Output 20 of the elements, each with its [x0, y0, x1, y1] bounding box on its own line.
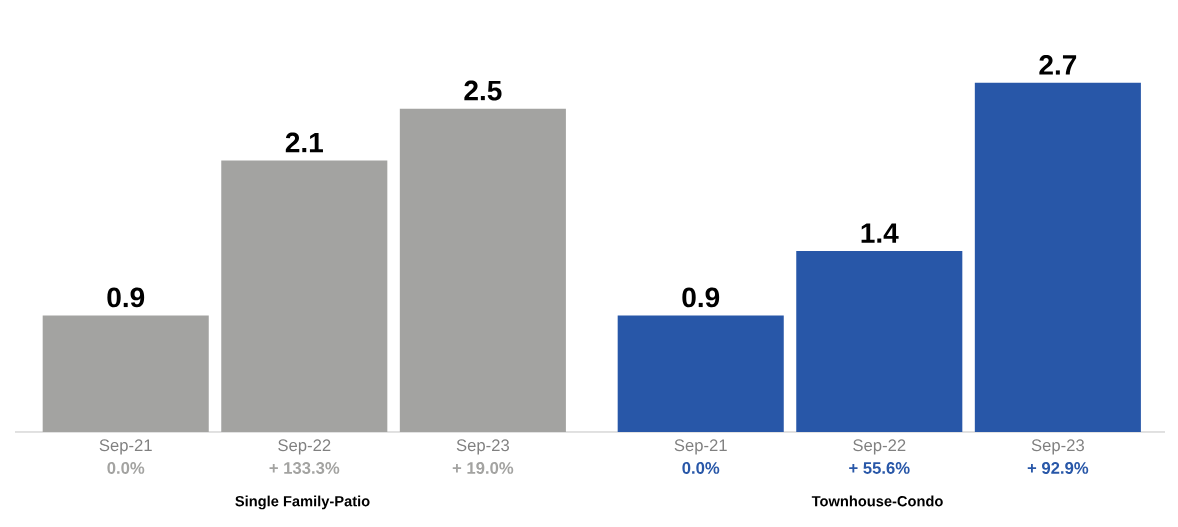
x-tick-label: Sep-23	[1031, 439, 1084, 455]
x-axis-title: Townhouse-Condo	[811, 495, 943, 507]
x-tick-label: Sep-23	[456, 439, 509, 455]
x-tick-label: Sep-21	[99, 439, 152, 455]
data-label: 2.5	[464, 80, 502, 101]
text: + 133.3%	[269, 462, 340, 474]
data-label: 2.1	[285, 132, 323, 153]
data-label: 2.7	[1039, 55, 1077, 75]
data-label: 0.9	[107, 287, 145, 308]
data-label: 1.4	[861, 223, 899, 243]
text: + 92.9%	[1027, 462, 1089, 474]
x-axis-title: Single Family-Patio	[235, 495, 370, 510]
text: 0.0%	[682, 462, 720, 474]
x-tick-label: Sep-22	[853, 439, 906, 455]
text: 0.0%	[107, 462, 145, 474]
text: + 19.0%	[452, 462, 514, 474]
text: + 55.6%	[849, 462, 910, 474]
x-tick-label: Sep-22	[278, 439, 331, 455]
x-tick-label: Sep-21	[674, 439, 727, 455]
data-label: 0.9	[682, 287, 720, 308]
